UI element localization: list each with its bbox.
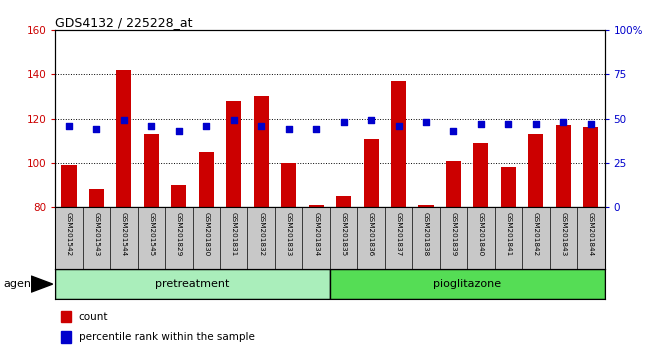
Point	[530, 121, 541, 127]
Point	[476, 121, 486, 127]
Point	[229, 118, 239, 123]
Text: GSM201839: GSM201839	[450, 212, 456, 256]
Point	[64, 123, 74, 129]
Bar	[62, 165, 77, 207]
Point	[366, 118, 376, 123]
Text: GSM201841: GSM201841	[506, 212, 512, 256]
Bar	[583, 127, 598, 207]
Bar	[144, 134, 159, 207]
Bar	[226, 101, 241, 207]
Text: GSM201844: GSM201844	[588, 212, 593, 256]
Bar	[116, 70, 131, 207]
Point	[558, 119, 569, 125]
Point	[283, 126, 294, 132]
Text: GSM201843: GSM201843	[560, 212, 566, 256]
Bar	[254, 96, 268, 207]
Bar	[391, 81, 406, 207]
Text: GSM201833: GSM201833	[286, 212, 292, 256]
Text: GSM201840: GSM201840	[478, 212, 484, 256]
Text: GSM201831: GSM201831	[231, 212, 237, 256]
Point	[339, 119, 349, 125]
Bar	[309, 205, 324, 207]
Point	[311, 126, 321, 132]
Bar	[55, 269, 330, 299]
Text: GSM201542: GSM201542	[66, 212, 72, 256]
Bar	[60, 331, 71, 343]
Point	[146, 123, 157, 129]
Text: GDS4132 / 225228_at: GDS4132 / 225228_at	[55, 16, 193, 29]
Polygon shape	[31, 276, 53, 292]
Bar	[446, 161, 461, 207]
Text: agent: agent	[3, 279, 36, 289]
Text: pioglitazone: pioglitazone	[433, 279, 501, 289]
Text: GSM201829: GSM201829	[176, 212, 182, 256]
Text: count: count	[79, 312, 109, 322]
Point	[448, 128, 459, 134]
Point	[503, 121, 514, 127]
Bar	[336, 196, 351, 207]
Text: GSM201544: GSM201544	[121, 212, 127, 256]
Text: GSM201830: GSM201830	[203, 212, 209, 256]
Bar	[60, 311, 71, 322]
Text: GSM201838: GSM201838	[423, 212, 429, 256]
Text: percentile rank within the sample: percentile rank within the sample	[79, 332, 255, 342]
Text: GSM201834: GSM201834	[313, 212, 319, 256]
Bar	[172, 185, 187, 207]
Text: GSM201837: GSM201837	[396, 212, 402, 256]
Point	[393, 123, 404, 129]
Point	[421, 119, 431, 125]
Bar	[363, 138, 378, 207]
Bar	[199, 152, 214, 207]
Bar	[281, 163, 296, 207]
Point	[174, 128, 184, 134]
Text: GSM201545: GSM201545	[148, 212, 154, 256]
Point	[119, 118, 129, 123]
Point	[91, 126, 101, 132]
Bar	[419, 205, 434, 207]
Bar	[330, 269, 604, 299]
Point	[586, 121, 596, 127]
Text: GSM201832: GSM201832	[258, 212, 264, 256]
Bar	[528, 134, 543, 207]
Bar	[556, 125, 571, 207]
Text: GSM201543: GSM201543	[94, 212, 99, 256]
Text: GSM201836: GSM201836	[368, 212, 374, 256]
Point	[201, 123, 211, 129]
Point	[256, 123, 266, 129]
Text: GSM201835: GSM201835	[341, 212, 346, 256]
Bar	[501, 167, 516, 207]
Bar	[89, 189, 104, 207]
Text: GSM201842: GSM201842	[533, 212, 539, 256]
Text: pretreatment: pretreatment	[155, 279, 229, 289]
Bar	[473, 143, 488, 207]
